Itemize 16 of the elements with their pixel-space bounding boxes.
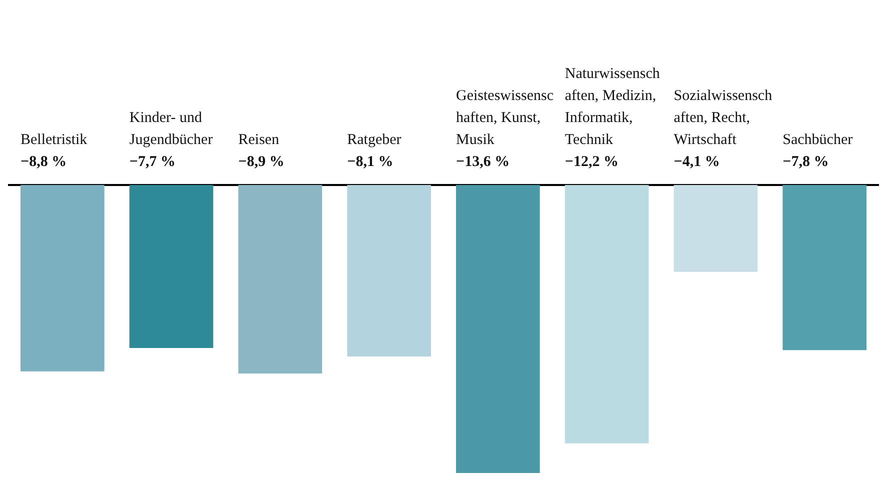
x-tick-label: Ratgeber bbox=[347, 131, 402, 150]
data-label: −12,2 % bbox=[564, 153, 620, 172]
x-tick-label: Sozialwissenschaften, Recht, Wirtschaft bbox=[674, 87, 774, 150]
data-label: −8,9 % bbox=[238, 153, 286, 172]
x-tick-label: Belletristik bbox=[20, 131, 88, 150]
data-label: −13,6 % bbox=[456, 153, 511, 172]
x-tick-label: Reisen bbox=[238, 131, 280, 150]
x-tick-label: Naturwissenschaften, Medizin, Informatik, Technik bbox=[564, 65, 661, 150]
data-label: −8,1 % bbox=[347, 153, 394, 172]
x-tick-label: Kinder- und Jugendbücher bbox=[129, 109, 214, 150]
x-tick-label: Sachbücher bbox=[782, 131, 854, 150]
data-label: −4,1 % bbox=[674, 153, 721, 172]
data-label: −7,8 % bbox=[782, 153, 830, 172]
x-tick-label: Geisteswissenschaften, Kunst, Musik bbox=[456, 87, 555, 150]
data-label: −7,7 % bbox=[129, 153, 176, 172]
data-label: −8,8 % bbox=[20, 153, 68, 172]
